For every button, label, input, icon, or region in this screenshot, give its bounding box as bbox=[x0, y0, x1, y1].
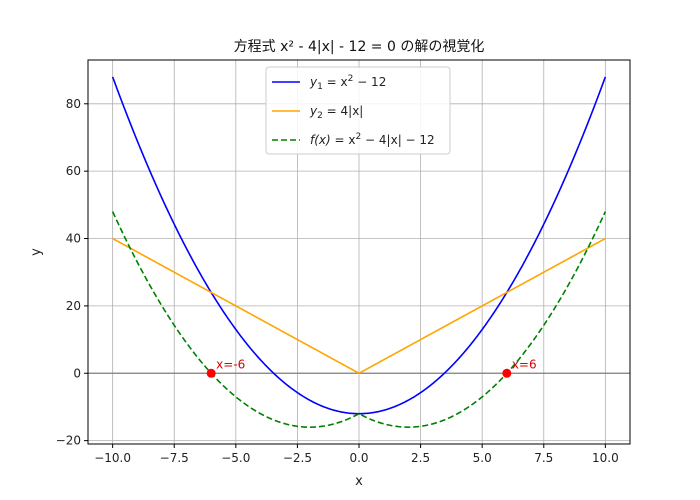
y-tick-label: 0 bbox=[73, 366, 81, 380]
y-axis-ticks: −20 0 20 40 60 80 bbox=[56, 97, 88, 448]
x-tick-label: −7.5 bbox=[160, 451, 189, 465]
x-tick-label: 5.0 bbox=[473, 451, 492, 465]
x-axis-ticks: −10.0 −7.5 −5.0 −2.5 0.0 2.5 5.0 7.5 10.0 bbox=[94, 444, 619, 465]
root-point-marker bbox=[206, 368, 216, 378]
x-tick-label: −2.5 bbox=[283, 451, 312, 465]
legend-item-y1-label: y1 = x2 − 12 bbox=[309, 74, 386, 92]
y-axis-label: y bbox=[29, 248, 44, 256]
root-point-label: x=6 bbox=[512, 357, 537, 371]
x-tick-label: 10.0 bbox=[592, 451, 619, 465]
y-tick-label: 20 bbox=[66, 299, 81, 313]
x-axis-label: x bbox=[355, 474, 363, 489]
y-tick-label: −20 bbox=[56, 434, 81, 448]
series-y2-line bbox=[112, 237, 606, 375]
y-tick-label: 80 bbox=[66, 97, 81, 111]
y-tick-label: 60 bbox=[66, 164, 81, 178]
x-tick-label: 0.0 bbox=[349, 451, 368, 465]
chart-title: 方程式 x² - 4|x| - 12 = 0 の解の視覚化 bbox=[234, 39, 485, 55]
series-y1-line bbox=[111, 76, 607, 415]
legend-box bbox=[265, 66, 451, 155]
series-f-line bbox=[111, 211, 607, 428]
series-group bbox=[111, 76, 607, 428]
y-tick-label: 40 bbox=[66, 232, 81, 246]
x-tick-label: 2.5 bbox=[411, 451, 430, 465]
x-tick-label: −10.0 bbox=[94, 451, 131, 465]
legend-item-f-label: f(x) = x2 − 4|x| − 12 bbox=[310, 132, 435, 147]
legend-item-y2-label: y2 = 4|x| bbox=[309, 104, 363, 121]
root-point-label: x=-6 bbox=[216, 357, 245, 371]
root-points: x=-6 x=6 bbox=[206, 357, 537, 378]
legend: y1 = x2 − 12 y2 = 4|x| f(x) = x2 − 4|x| − … bbox=[265, 66, 451, 155]
x-tick-label: −5.0 bbox=[221, 451, 250, 465]
x-tick-label: 7.5 bbox=[534, 451, 553, 465]
root-point-marker bbox=[502, 368, 512, 378]
